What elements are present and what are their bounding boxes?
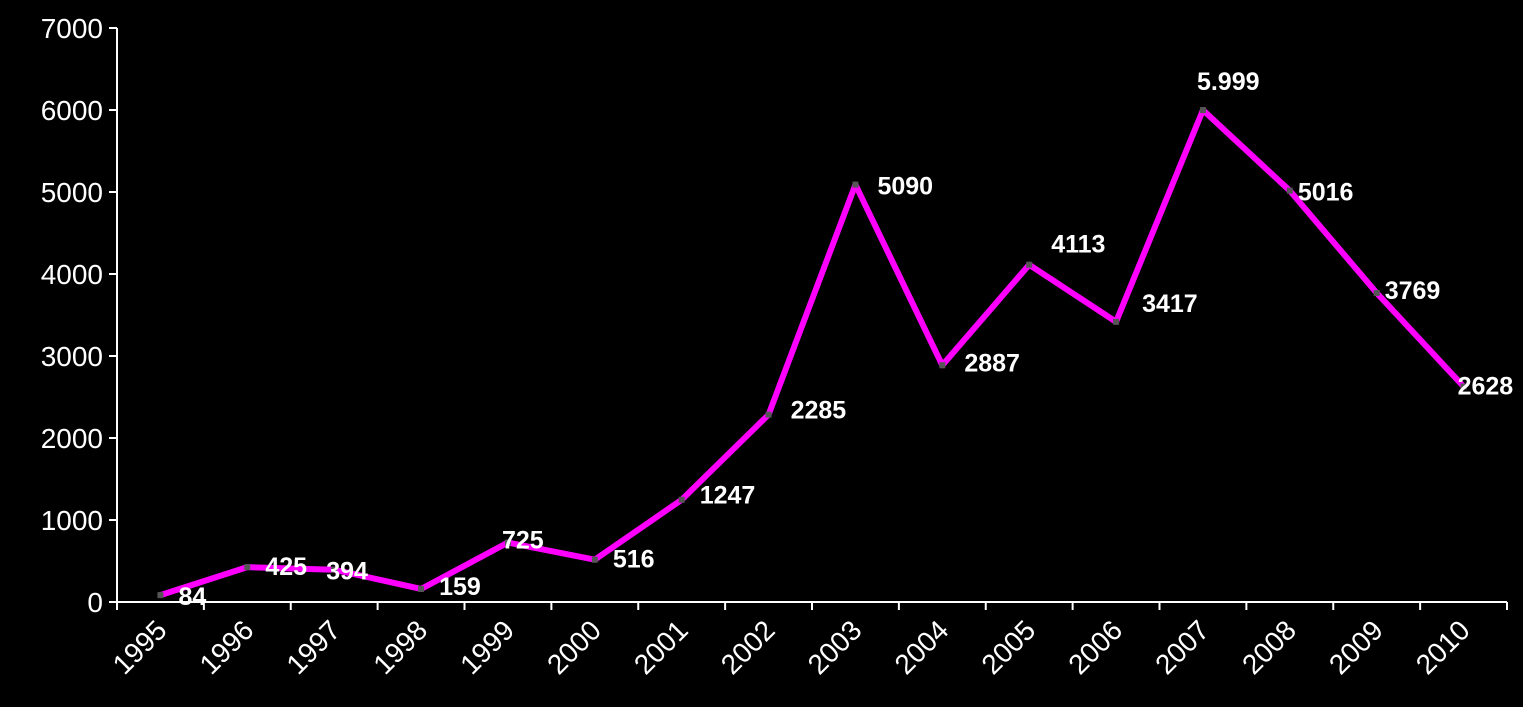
data-point — [418, 585, 425, 592]
data-point — [331, 566, 338, 573]
x-tick-label: 2008 — [1236, 614, 1302, 680]
data-point — [1113, 318, 1120, 325]
x-tick-label: 1999 — [454, 614, 520, 680]
axes — [116, 28, 1507, 603]
x-tick-label: 2010 — [1410, 614, 1476, 680]
x-tick-label: 1995 — [107, 614, 173, 680]
x-tick-label: 2000 — [541, 614, 607, 680]
data-label: 516 — [613, 546, 655, 574]
series-line — [157, 107, 1467, 599]
x-tick-label: 2005 — [975, 614, 1041, 680]
data-label: 394 — [326, 558, 368, 586]
data-label: 5016 — [1298, 179, 1354, 207]
data-point — [765, 411, 772, 418]
data-point — [1373, 289, 1380, 296]
data-point — [1199, 107, 1206, 114]
data-label: 3417 — [1142, 290, 1198, 318]
data-label: 5090 — [877, 173, 933, 201]
data-point — [591, 556, 598, 563]
x-tick-label: 2006 — [1062, 614, 1128, 680]
data-point — [1026, 261, 1033, 268]
x-tick-label: 1996 — [194, 614, 260, 680]
x-tick-label: 2002 — [715, 614, 781, 680]
data-label: 1247 — [700, 482, 756, 510]
data-label: 3769 — [1385, 277, 1441, 305]
data-label: 425 — [265, 553, 307, 581]
x-axis-ticks: 1995 1996 1997 1998 1999 2000 2001 2002 2003 2004… — [107, 602, 1508, 680]
data-label: 4113 — [1051, 231, 1105, 259]
data-point — [678, 496, 685, 503]
data-point — [244, 564, 251, 571]
data-label: 5.999 — [1197, 68, 1260, 96]
y-tick-label: 2000 — [41, 423, 103, 454]
data-label: 2628 — [1458, 373, 1514, 401]
x-tick-label: 2001 — [628, 614, 694, 680]
data-label: 2285 — [791, 397, 847, 425]
data-point — [1460, 383, 1467, 390]
data-label: 725 — [502, 527, 544, 555]
x-tick-label: 2007 — [1149, 614, 1215, 680]
data-labels: 84 425 394 159 725 516 1247 2285 5090 2887 4113 341… — [178, 68, 1513, 611]
data-label: 84 — [178, 583, 206, 611]
y-tick-label: 0 — [87, 587, 103, 618]
data-label: 2887 — [964, 349, 1020, 377]
data-point — [1286, 187, 1293, 194]
x-tick-label: 1998 — [367, 614, 433, 680]
data-point — [939, 362, 946, 369]
x-tick-label: 1997 — [280, 614, 346, 680]
y-tick-label: 7000 — [41, 13, 103, 44]
data-point — [852, 181, 859, 188]
y-tick-label: 4000 — [41, 259, 103, 290]
y-tick-label: 5000 — [41, 177, 103, 208]
data-label: 159 — [439, 573, 481, 601]
data-point — [504, 539, 511, 546]
x-tick-label: 2003 — [802, 614, 868, 680]
y-tick-label: 6000 — [41, 95, 103, 126]
y-tick-label: 1000 — [41, 505, 103, 536]
y-axis-ticks: 0 1000 2000 3000 4000 5000 6000 7000 — [41, 13, 117, 618]
y-tick-label: 3000 — [41, 341, 103, 372]
series-group — [157, 107, 1467, 599]
x-tick-label: 2009 — [1323, 614, 1389, 680]
data-point — [157, 592, 164, 599]
x-tick-label: 2004 — [889, 614, 955, 680]
